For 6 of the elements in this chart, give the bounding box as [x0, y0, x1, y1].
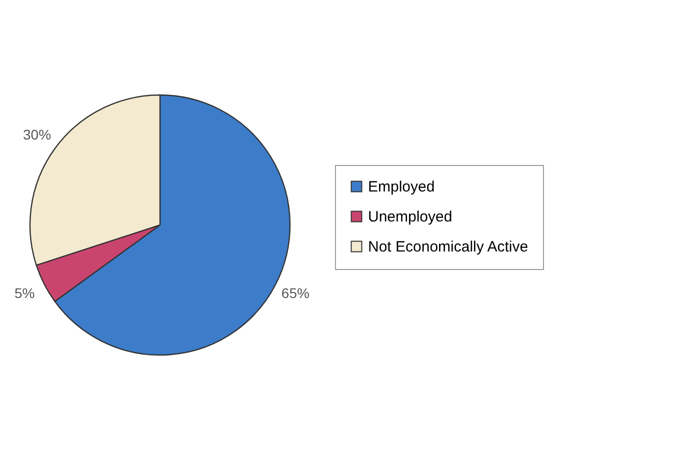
data-label: 30%: [23, 126, 52, 143]
legend-label: Unemployed: [368, 208, 452, 226]
legend-label: Employed: [368, 178, 435, 196]
data-label: 5%: [14, 285, 35, 302]
legend-label: Not Economically Active: [368, 238, 528, 256]
data-label: 65%: [281, 285, 310, 302]
